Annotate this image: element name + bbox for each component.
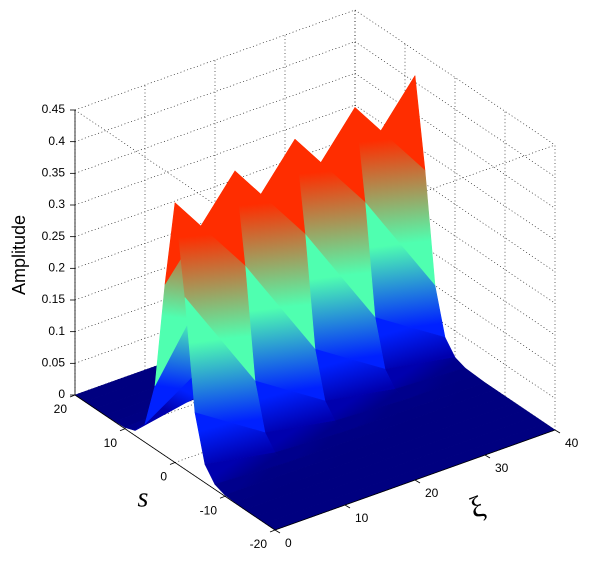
z-tick-label: 0.25 — [42, 229, 66, 243]
x-tick — [484, 454, 491, 459]
x-tick — [414, 479, 421, 484]
y-tick-label: 0 — [160, 470, 167, 484]
z-tick-label: 0.2 — [48, 261, 65, 275]
z-axis-label: Amplitude — [9, 215, 29, 295]
z-tick-label: 0.15 — [42, 292, 66, 306]
x-tick — [274, 529, 281, 534]
x-tick — [554, 429, 561, 434]
grid-line — [74, 136, 356, 237]
x-tick-label: 30 — [495, 461, 509, 475]
grid-line — [124, 328, 406, 430]
z-tick-label: 0.05 — [42, 356, 66, 370]
x-tick-label: 10 — [355, 511, 369, 525]
x-tick-label: 0 — [285, 536, 292, 550]
grid-line — [74, 73, 356, 174]
y-tick-label: -10 — [200, 503, 218, 517]
grid-line — [74, 263, 356, 364]
grid-line — [74, 231, 356, 332]
y-tick — [169, 462, 176, 465]
y-tick-label: 20 — [54, 402, 68, 416]
y-tick — [269, 529, 276, 533]
grid-line — [74, 199, 356, 301]
y-tick — [119, 428, 126, 432]
x-tick — [344, 504, 351, 509]
surface — [74, 75, 556, 531]
axes-front: 0 0.05 0.1 0.15 0.2 0.25 0.3 0.35 0.4 0.45 -20 -10 0… — [42, 102, 579, 551]
z-tick-label: 0.35 — [42, 166, 66, 180]
z-tick-label: 0.3 — [48, 197, 65, 211]
z-tick-label: 0 — [58, 387, 65, 401]
x-tick-label: 40 — [565, 436, 579, 450]
y-tick-label: 10 — [104, 436, 118, 450]
grid-line — [74, 9, 356, 111]
x-axis-label: ξ — [465, 490, 489, 526]
grid-line — [74, 104, 356, 206]
y-axis-label: s — [138, 482, 149, 513]
y-tick-label: -20 — [250, 537, 268, 551]
grid-line — [74, 168, 356, 269]
x-tick-label: 20 — [425, 486, 439, 500]
y-tick — [219, 495, 226, 499]
z-tick-label: 0.45 — [42, 102, 66, 116]
y-tick — [69, 394, 76, 398]
grid-line — [74, 41, 356, 142]
z-tick-label: 0.4 — [48, 134, 65, 148]
z-tick-label: 0.1 — [48, 324, 65, 338]
